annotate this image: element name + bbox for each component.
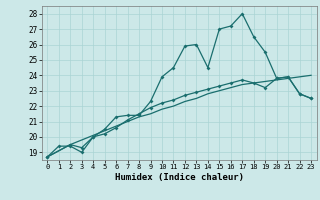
X-axis label: Humidex (Indice chaleur): Humidex (Indice chaleur) xyxy=(115,173,244,182)
